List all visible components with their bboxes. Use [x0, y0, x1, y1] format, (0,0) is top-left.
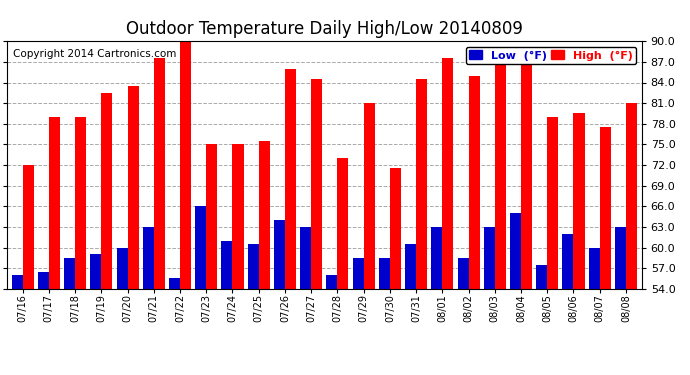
- Bar: [259, 141, 270, 289]
- Text: Copyright 2014 Cartronics.com: Copyright 2014 Cartronics.com: [13, 49, 177, 58]
- Bar: [416, 79, 427, 289]
- Bar: [64, 258, 75, 289]
- Bar: [311, 79, 322, 289]
- Bar: [195, 206, 206, 289]
- Bar: [143, 227, 154, 289]
- Bar: [495, 52, 506, 289]
- Bar: [90, 254, 101, 289]
- Bar: [23, 165, 34, 289]
- Bar: [128, 86, 139, 289]
- Bar: [117, 248, 128, 289]
- Bar: [285, 69, 296, 289]
- Bar: [626, 103, 637, 289]
- Bar: [169, 278, 180, 289]
- Bar: [390, 168, 401, 289]
- Bar: [573, 113, 584, 289]
- Bar: [353, 258, 364, 289]
- Bar: [154, 58, 165, 289]
- Bar: [221, 241, 233, 289]
- Bar: [379, 258, 390, 289]
- Bar: [510, 213, 521, 289]
- Bar: [206, 144, 217, 289]
- Bar: [75, 117, 86, 289]
- Bar: [562, 234, 573, 289]
- Bar: [405, 244, 416, 289]
- Bar: [248, 244, 259, 289]
- Bar: [589, 248, 600, 289]
- Bar: [615, 227, 626, 289]
- Bar: [337, 158, 348, 289]
- Bar: [431, 227, 442, 289]
- Title: Outdoor Temperature Daily High/Low 20140809: Outdoor Temperature Daily High/Low 20140…: [126, 20, 523, 38]
- Bar: [326, 275, 337, 289]
- Bar: [547, 117, 558, 289]
- Bar: [364, 103, 375, 289]
- Bar: [38, 272, 49, 289]
- Bar: [536, 265, 547, 289]
- Bar: [484, 227, 495, 289]
- Bar: [300, 227, 311, 289]
- Bar: [600, 127, 611, 289]
- Bar: [12, 275, 23, 289]
- Bar: [180, 34, 191, 289]
- Bar: [457, 258, 469, 289]
- Bar: [469, 76, 480, 289]
- Bar: [49, 117, 60, 289]
- Bar: [521, 52, 532, 289]
- Bar: [442, 58, 453, 289]
- Bar: [101, 93, 112, 289]
- Bar: [233, 144, 244, 289]
- Bar: [274, 220, 285, 289]
- Legend: Low  (°F), High  (°F): Low (°F), High (°F): [466, 47, 636, 64]
